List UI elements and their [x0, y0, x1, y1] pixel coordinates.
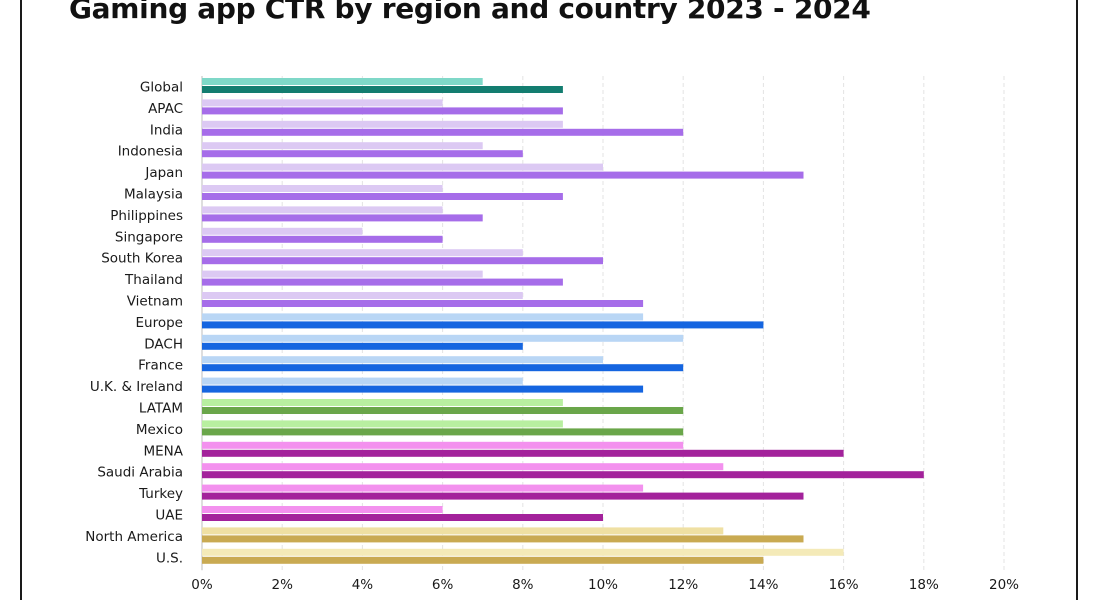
category-label: APAC — [148, 101, 183, 117]
category-label: U.K. & Ireland — [90, 379, 183, 395]
bar-2024-south-korea — [202, 257, 603, 265]
bar-2023-france — [202, 356, 603, 364]
bar-2023-malaysia — [202, 185, 443, 192]
bar-2024-latam — [202, 407, 684, 414]
category-labels: Global APAC India Indonesia Japan Malaysia Phi… — [85, 80, 184, 567]
bar-2023-india — [202, 120, 563, 128]
bar-2023-latam — [202, 399, 563, 406]
bar-2024-japan — [202, 171, 804, 179]
bar-2023-vietnam — [202, 292, 523, 299]
bar-2023-north-america — [202, 527, 724, 535]
bar-2024-thailand — [202, 278, 563, 286]
category-label: Japan — [144, 165, 183, 181]
bar-2023-south-korea — [202, 249, 523, 257]
category-label: Europe — [136, 315, 183, 331]
bar-2024-europe — [202, 321, 764, 329]
bar-2023-japan — [202, 163, 603, 171]
category-label: Malaysia — [124, 187, 183, 203]
x-tick-label: 16% — [829, 577, 859, 593]
category-label: Turkey — [138, 486, 183, 502]
bar-2024-vietnam — [202, 300, 644, 307]
category-label: Philippines — [110, 208, 183, 224]
bar-2024-malaysia — [202, 193, 563, 200]
x-tick-label: 8% — [512, 577, 534, 593]
category-label: France — [138, 358, 183, 374]
bar-2023-singapore — [202, 227, 363, 235]
category-label: Indonesia — [118, 144, 183, 160]
bar-2023-uae — [202, 506, 443, 513]
bar-2023-philippines — [202, 206, 443, 214]
frame-left-border — [20, 0, 22, 600]
x-tick-label: 20% — [989, 577, 1019, 593]
bar-2024-india — [202, 128, 684, 136]
category-label: Thailand — [124, 272, 183, 288]
x-tick-labels: 0% 2% 4% 6% 8% 10% 12% 14% 16% 18% 20% — [191, 577, 1019, 593]
bar-2024-indonesia — [202, 150, 523, 158]
category-label: Global — [140, 80, 183, 96]
category-label: UAE — [155, 508, 183, 524]
bars — [202, 78, 924, 564]
bar-2023-apac — [202, 99, 443, 107]
category-label: Singapore — [115, 229, 183, 245]
bar-2023-mena — [202, 441, 684, 449]
bar-2023-mexico — [202, 420, 563, 428]
category-label: Saudi Arabia — [97, 465, 183, 481]
x-tick-label: 0% — [191, 577, 213, 593]
x-tick-label: 10% — [588, 577, 618, 593]
chart-title: Gaming app CTR by region and country 202… — [69, 0, 871, 25]
x-tick-label: 12% — [668, 577, 698, 593]
bar-2024-mexico — [202, 428, 684, 436]
category-label: DACH — [144, 336, 183, 352]
bar-2023-global — [202, 78, 483, 85]
bar-2023-dach — [202, 334, 684, 342]
category-label: U.S. — [156, 550, 183, 566]
category-label: LATAM — [139, 401, 183, 417]
bar-2024-singapore — [202, 235, 443, 243]
bar-2024-france — [202, 364, 684, 372]
category-label: South Korea — [101, 251, 183, 267]
frame-right-border — [1076, 0, 1078, 600]
bar-2024-global — [202, 86, 563, 93]
category-label: India — [150, 122, 183, 138]
bar-2024-dach — [202, 342, 523, 350]
category-label: MENA — [143, 443, 183, 459]
bar-2023-indonesia — [202, 142, 483, 150]
x-tick-label: 6% — [432, 577, 454, 593]
bar-2024-uae — [202, 514, 603, 521]
bar-2024-mena — [202, 449, 844, 457]
bar-2023-europe — [202, 313, 644, 321]
x-tick-label: 18% — [909, 577, 939, 593]
bar-2023-u-s — [202, 548, 844, 556]
bar-2024-apac — [202, 107, 563, 115]
category-label: Vietnam — [127, 294, 183, 310]
category-label: Mexico — [136, 422, 183, 438]
category-label: North America — [85, 529, 183, 545]
bar-2023-thailand — [202, 270, 483, 278]
x-tick-label: 14% — [748, 577, 778, 593]
x-tick-label: 4% — [352, 577, 374, 593]
x-tick-label: 2% — [271, 577, 293, 593]
bar-2024-turkey — [202, 492, 804, 500]
bar-2023-turkey — [202, 484, 644, 492]
bar-2024-u-s — [202, 556, 764, 564]
bar-2024-saudi-arabia — [202, 471, 924, 479]
bar-2023-u-k-ireland — [202, 377, 523, 385]
bar-2023-saudi-arabia — [202, 463, 724, 471]
bar-2024-philippines — [202, 214, 483, 222]
bar-2024-north-america — [202, 535, 804, 543]
bar-2024-u-k-ireland — [202, 385, 644, 393]
